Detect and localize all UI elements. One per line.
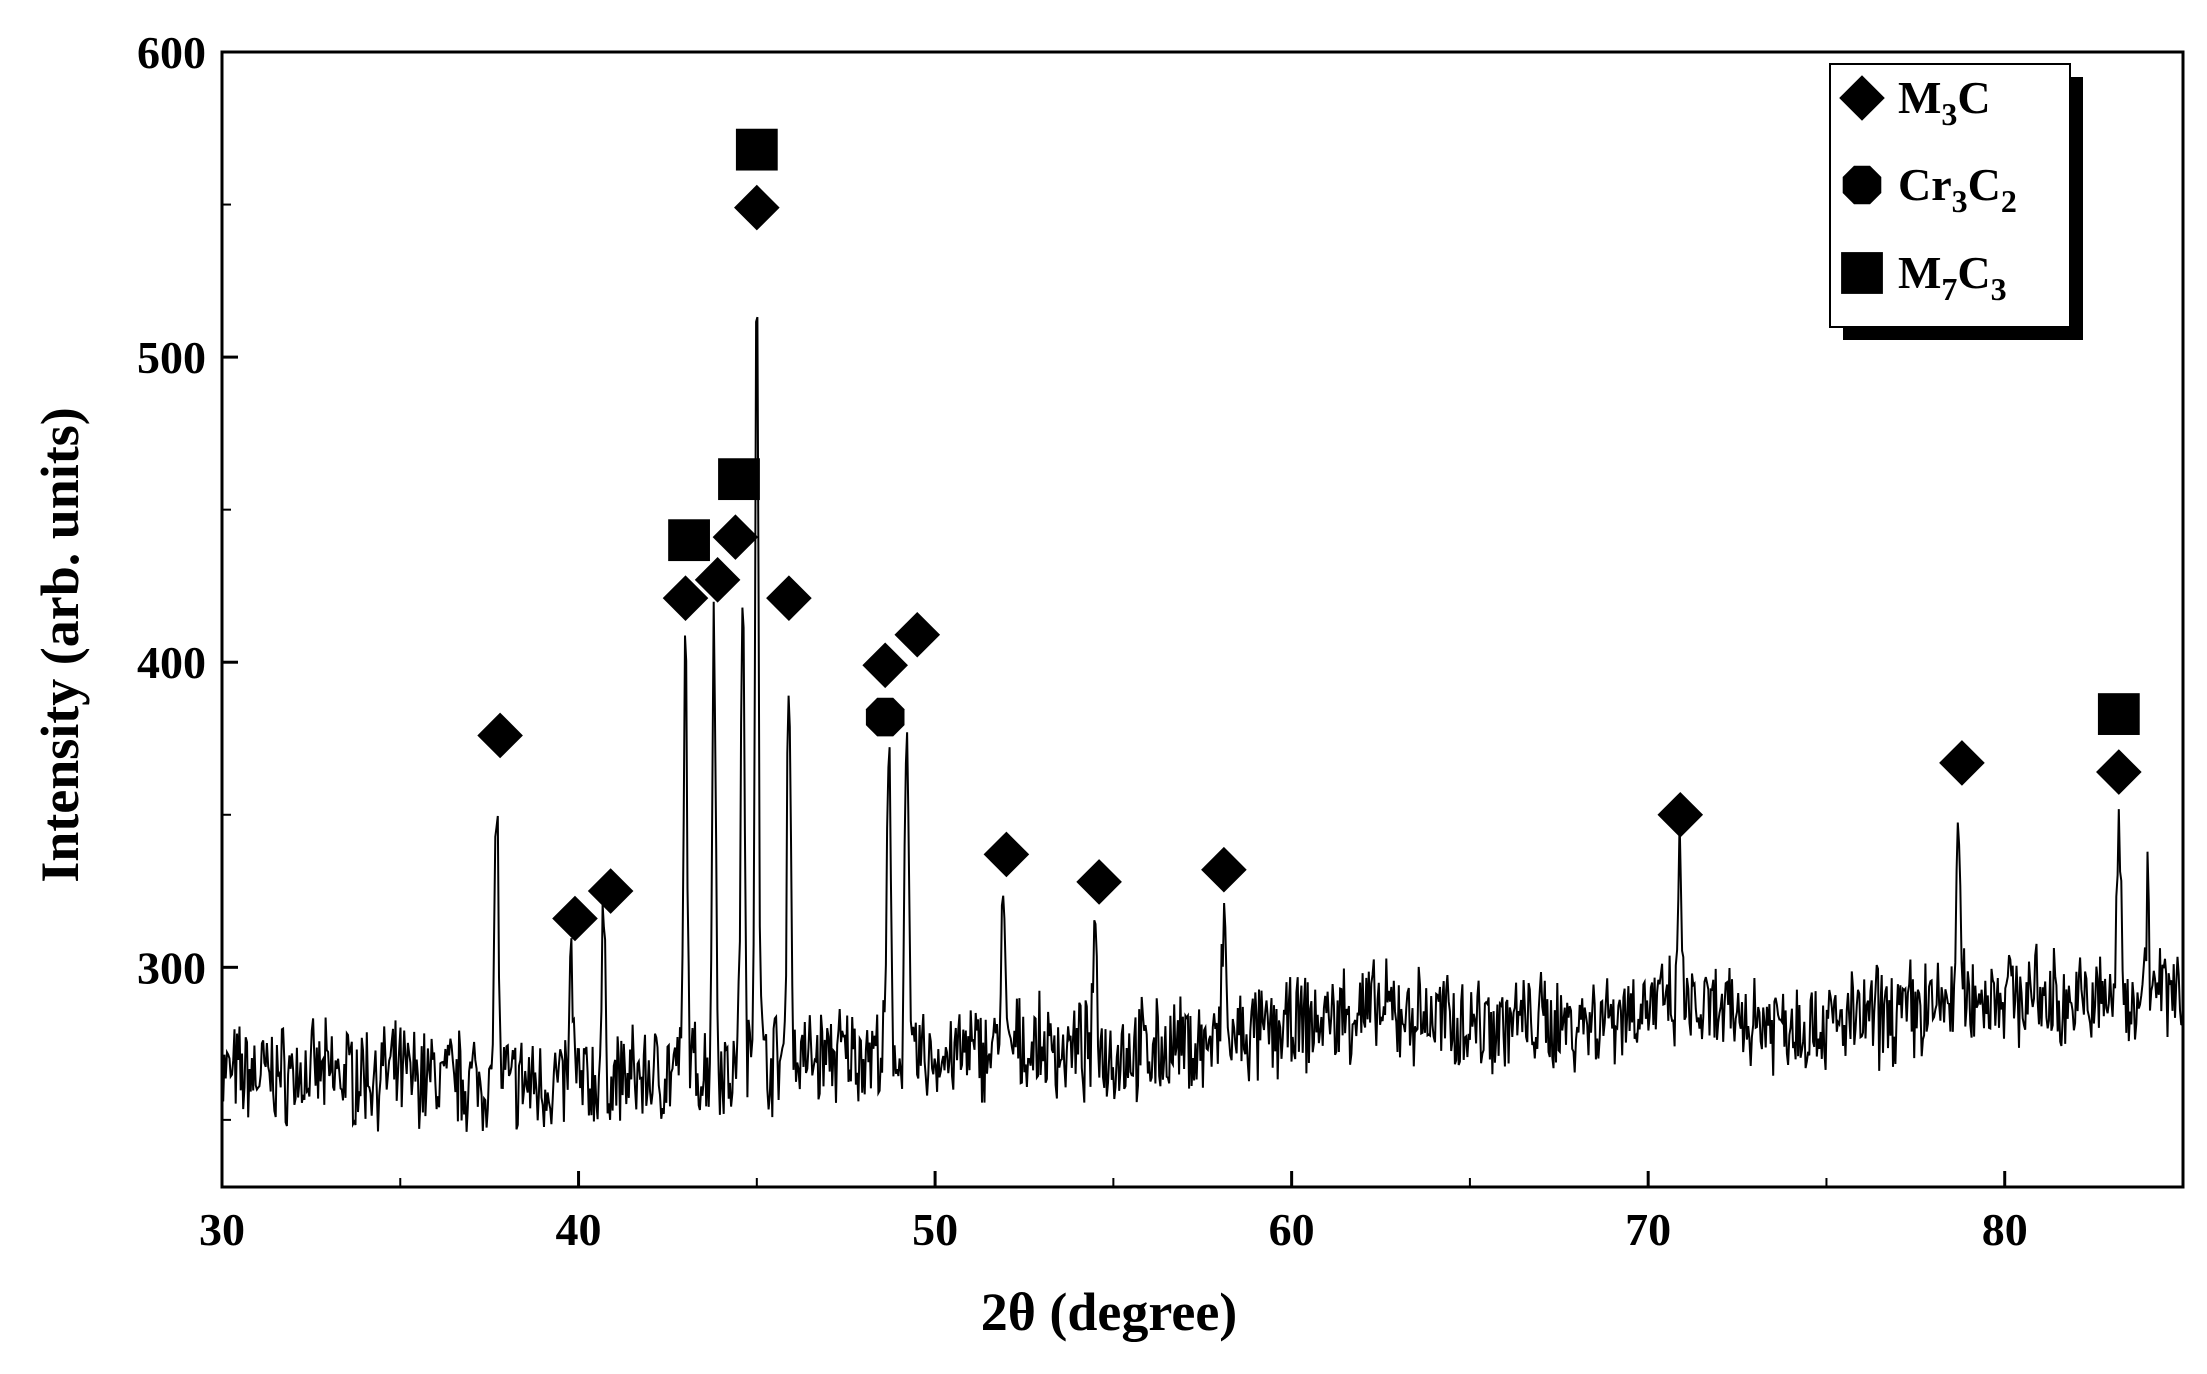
y-tick-label: 600 (137, 27, 206, 78)
y-axis-ticks: 300 400 500 600 (137, 27, 238, 1121)
plot-frame (220, 50, 2185, 1189)
legend-label-part: M (1898, 72, 1941, 123)
square-marker (2097, 693, 2140, 735)
square-marker (668, 519, 710, 562)
diamond-marker (712, 514, 759, 560)
diamond-marker (894, 611, 941, 658)
diamond-marker (983, 831, 1030, 878)
phase-markers (477, 128, 2142, 942)
diamond-marker (734, 184, 780, 231)
diamond-marker (662, 575, 709, 621)
x-tick-label: 50 (912, 1204, 958, 1255)
octagon-marker (1842, 165, 1882, 205)
x-tick-label: 30 (199, 1204, 245, 1255)
legend-label-part: M (1898, 247, 1941, 298)
legend-label-part: C (1957, 72, 1990, 123)
legend-label-subscript: 2 (2001, 183, 2017, 219)
octagon-marker (865, 697, 905, 737)
x-tick-label: 60 (1269, 1204, 1315, 1255)
x-tick-label: 40 (556, 1204, 602, 1255)
square-marker (735, 128, 778, 171)
plot-border (220, 50, 2185, 1189)
diamond-marker (1201, 846, 1247, 893)
x-tick-label: 80 (1982, 1204, 2028, 1255)
y-tick-label: 300 (137, 942, 206, 993)
diamond-marker (1839, 75, 1885, 121)
y-tick-label: 500 (137, 332, 206, 383)
x-tick-label: 70 (1625, 1204, 1671, 1255)
x-axis-title: 2θ (degree) (981, 1282, 1238, 1342)
legend-label-subscript: 7 (1941, 271, 1957, 307)
y-axis-title: Intensity (arb. units) (30, 407, 90, 883)
legend-label-part: C (1968, 159, 2001, 210)
diamond-marker (1657, 791, 1704, 838)
diamond-marker (552, 895, 598, 942)
x-axis-ticks: 30 40 50 60 70 80 (199, 1171, 2028, 1255)
square-marker (1841, 252, 1883, 294)
y-tick-label: 400 (137, 637, 206, 688)
square-marker (718, 458, 760, 501)
diamond-marker (1076, 859, 1122, 905)
diamond-marker (1939, 740, 1985, 786)
legend-label-subscript: 3 (1991, 271, 2007, 307)
legend-label-part: C (1957, 247, 1990, 298)
legend-label-part: Cr (1898, 159, 1952, 210)
legend-label: M3C (1898, 72, 1991, 132)
diamond-marker (766, 575, 812, 621)
legend-label-subscript: 3 (1952, 183, 1968, 219)
diamond-marker (862, 642, 908, 689)
legend-label: M7C3 (1898, 247, 2007, 307)
diamond-marker (694, 557, 741, 603)
diamond-marker (587, 868, 634, 914)
legend-label: Cr3C2 (1898, 159, 2017, 219)
spectrum-line (221, 316, 2183, 1132)
legend-label-subscript: 3 (1941, 96, 1957, 132)
diamond-marker (2096, 749, 2142, 795)
spectrum-series (221, 316, 2183, 1132)
diamond-marker (477, 712, 523, 759)
